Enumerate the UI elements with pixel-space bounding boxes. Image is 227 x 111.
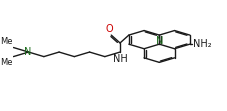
Text: N: N [155, 36, 162, 46]
Text: O: O [105, 24, 112, 34]
Text: Me: Me [0, 58, 12, 67]
Text: NH: NH [112, 54, 127, 64]
Text: NH₂: NH₂ [192, 39, 210, 49]
Text: Me: Me [0, 37, 12, 46]
Text: N: N [24, 47, 31, 56]
